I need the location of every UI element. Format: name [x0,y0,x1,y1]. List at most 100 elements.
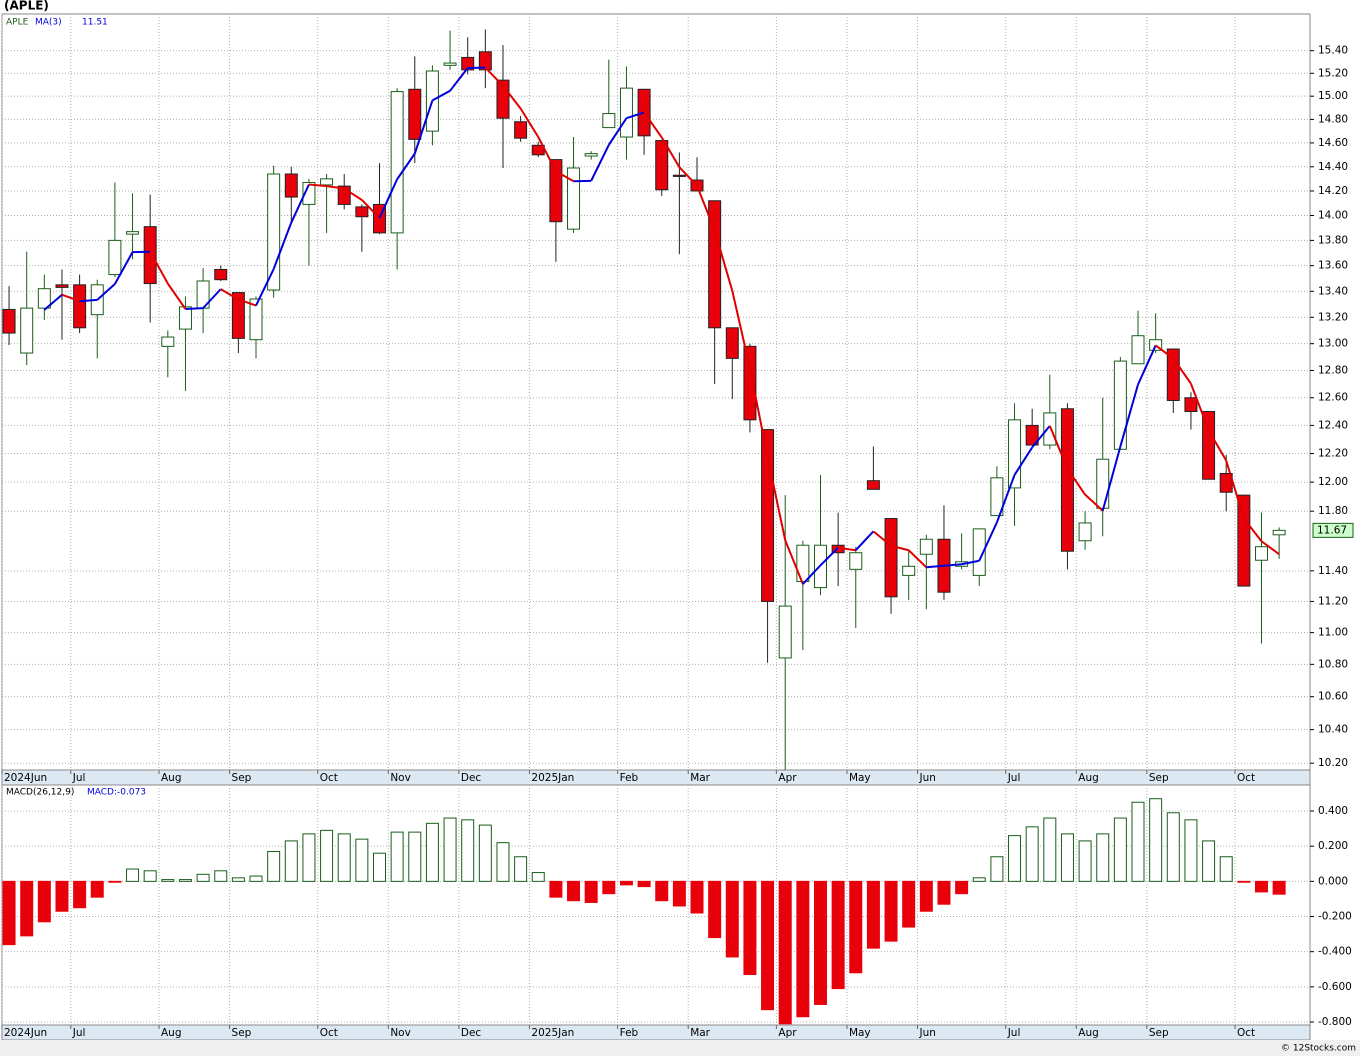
y-tick-label: 12.40 [1318,419,1348,431]
y-tick-label: 13.80 [1318,234,1348,246]
macd-bar [444,818,456,881]
macd-bar [850,881,862,972]
macd-bar [867,881,879,948]
macd-bar [832,881,844,988]
x-tick-label: May [849,772,871,784]
macd-bar [268,851,280,881]
macd-bar [1026,827,1038,882]
x-tick-label: Dec [461,1027,482,1039]
macd-bar [162,880,174,882]
macd-title: MACD(26,12,9) [6,788,74,798]
candle-body [391,92,403,233]
x-tick-label: Sep [1149,772,1169,784]
y-tick-label: 12.80 [1318,364,1348,376]
candle-body [179,307,191,329]
candle-body [779,606,791,658]
macd-bar [814,881,826,1004]
candle-body [1132,336,1144,364]
price-tag-label: 11.67 [1317,524,1347,536]
x-tick-label: 2025Jan [531,772,574,784]
x-tick-label: 2024Jun [4,772,47,784]
macd-bar [568,881,580,900]
y-tick-label: 15.00 [1318,90,1348,102]
x-tick-label: Oct [1237,772,1255,784]
y-tick-label: 0.000 [1318,875,1348,887]
x-axis-strip [2,1025,1310,1040]
candle-body [109,240,121,274]
price-panel [2,14,1310,770]
ma-segment [80,300,98,301]
x-tick-label: Apr [778,772,797,784]
y-tick-label: 14.20 [1318,185,1348,197]
macd-bar [1061,834,1073,881]
y-tick-label: 14.60 [1318,137,1348,149]
ma-segment [185,308,203,309]
candle-body [673,175,685,176]
chart-title: (APLE) [4,0,49,13]
footer: © 12Stocks.com [1281,1044,1356,1054]
x-tick-label: Mar [690,1027,710,1039]
macd-bar [973,878,985,882]
macd-bar [285,841,297,881]
x-tick-label: Jul [1007,1027,1021,1039]
macd-bar [797,881,809,1016]
macd-bar [585,881,597,902]
candle-body [568,168,580,229]
macd-bar [1167,813,1179,882]
x-tick-label: May [849,1027,871,1039]
candle-body [603,114,615,128]
macd-bar [920,881,932,911]
y-tick-label: 10.20 [1318,757,1348,769]
macd-bar [1097,834,1109,881]
x-tick-label: Sep [232,1027,252,1039]
macd-bar [232,878,244,882]
macd-bar [1185,820,1197,882]
candle-body [515,122,527,138]
x-tick-label: 2025Jan [531,1027,574,1039]
x-tick-label: Sep [1149,1027,1169,1039]
x-tick-label: Aug [1078,772,1099,784]
y-tick-label: 11.00 [1318,627,1348,639]
macd-bar [1255,881,1267,892]
y-tick-label: 11.20 [1318,595,1348,607]
candle-body [1044,413,1056,445]
y-tick-label: 12.00 [1318,476,1348,488]
y-tick-label: 12.60 [1318,392,1348,404]
candle-body [321,179,333,185]
macd-bar [620,881,632,885]
x-tick-label: Jul [1007,772,1021,784]
macd-bar [338,834,350,881]
candle-body [1061,409,1073,551]
candle-body [550,160,562,222]
candle-body [744,346,756,419]
macd-bar [1009,836,1021,882]
y-tick-label: 14.80 [1318,113,1348,125]
candle-body [285,174,297,197]
macd-bar [303,834,315,881]
macd-bar [250,876,262,881]
candle-body [1238,495,1250,586]
macd-bar [532,873,544,882]
x-tick-label: Aug [1078,1027,1099,1039]
candle-body [903,566,915,575]
macd-bar [1150,799,1162,882]
macd-panel [2,785,1310,1025]
candle-body [1255,547,1267,561]
candle-body [656,141,668,190]
candle-body [1273,530,1285,534]
macd-bar [56,881,68,911]
macd-bar [127,869,139,881]
candle-body [21,308,33,353]
candle-body [356,207,368,217]
candle-body [56,285,68,288]
candle-body [3,309,15,333]
macd-bar [1203,841,1215,881]
y-tick-label: 13.20 [1318,311,1348,323]
candle-body [1167,349,1179,400]
macd-bar [744,881,756,974]
x-tick-label: Nov [390,772,411,784]
macd-bar [1220,857,1232,882]
y-tick-label: -0.600 [1318,981,1352,993]
candle-body [885,519,897,597]
